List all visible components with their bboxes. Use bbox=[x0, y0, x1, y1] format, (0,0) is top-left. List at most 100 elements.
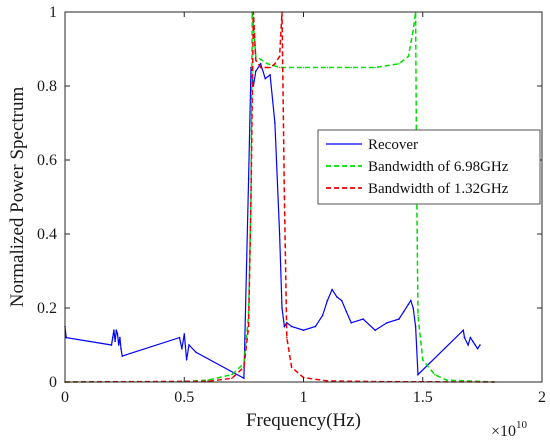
series-1-point bbox=[111, 336, 114, 339]
series-1-point bbox=[331, 288, 333, 291]
series-2-point bbox=[398, 63, 400, 65]
series-1-point bbox=[286, 322, 288, 324]
x-tick-label: 2 bbox=[538, 389, 546, 406]
y-tick-label: 1 bbox=[49, 4, 57, 21]
series-3-point bbox=[274, 63, 276, 65]
y-tick-label: 0.2 bbox=[37, 300, 57, 317]
series-1-point bbox=[479, 344, 481, 346]
series-3-point bbox=[264, 66, 267, 69]
series-1-point bbox=[414, 325, 417, 328]
series-1-point bbox=[188, 344, 190, 346]
x-axis-exponent: ×1010 bbox=[491, 419, 528, 440]
series-2-point bbox=[231, 373, 233, 376]
series-1-point bbox=[269, 74, 271, 76]
series-1-point bbox=[350, 322, 353, 324]
series-1-point bbox=[290, 325, 293, 328]
y-tick-label: 0.8 bbox=[37, 78, 57, 95]
series-2-point bbox=[407, 55, 410, 58]
x-tick-label: 0.5 bbox=[174, 389, 194, 406]
series-2-point bbox=[412, 29, 415, 32]
series-1-point bbox=[386, 322, 388, 324]
series-1-point bbox=[120, 347, 122, 350]
series-1-point bbox=[412, 307, 415, 309]
series-2-point bbox=[266, 63, 269, 65]
series-1-point bbox=[255, 70, 257, 72]
series-1-point bbox=[115, 329, 118, 332]
series-1-point bbox=[113, 329, 115, 332]
series-1-point bbox=[243, 377, 245, 380]
x-tick-label: 1.5 bbox=[413, 389, 433, 406]
series-1-point bbox=[274, 122, 276, 124]
series-1-point bbox=[259, 63, 262, 65]
series-1-point bbox=[121, 355, 123, 357]
series-2-point bbox=[207, 379, 209, 381]
series-1-point bbox=[402, 310, 405, 313]
series-2-point bbox=[302, 66, 305, 69]
series-2-point bbox=[374, 66, 376, 69]
series-3-point bbox=[231, 377, 233, 380]
y-axis-title: Normalized Power Spectrum bbox=[7, 87, 28, 308]
x-tick-label: 1 bbox=[300, 389, 308, 406]
series-1-point bbox=[463, 336, 466, 339]
series-1-point bbox=[278, 233, 281, 235]
series-1-point bbox=[476, 347, 479, 350]
series-1-point bbox=[195, 351, 197, 354]
series-1-point bbox=[302, 329, 305, 332]
series-1-point bbox=[114, 340, 116, 343]
series-1-point bbox=[185, 359, 188, 361]
legend-label: Bandwidth of 6.98GHz bbox=[368, 159, 509, 175]
series-1-point bbox=[469, 336, 472, 339]
y-tick-label: 0 bbox=[49, 374, 57, 391]
series-1-point bbox=[398, 318, 400, 320]
series-1-point bbox=[326, 299, 329, 302]
series-3-point bbox=[290, 366, 293, 369]
series-1-point bbox=[417, 373, 419, 376]
series-1-point bbox=[410, 299, 412, 302]
legend-box bbox=[317, 129, 541, 205]
series-1-point bbox=[65, 336, 67, 339]
series-1-point bbox=[362, 318, 364, 320]
series-3-point bbox=[250, 196, 252, 198]
series-1-point bbox=[462, 329, 465, 332]
series-1-point bbox=[183, 333, 186, 335]
y-tick-label: 0.4 bbox=[37, 226, 57, 243]
series-3-point bbox=[247, 325, 250, 328]
series-1-point bbox=[314, 325, 317, 328]
legend: Recover Bandwidth of 6.98GHz Bandwidth of … bbox=[317, 129, 541, 205]
series-3-point bbox=[278, 55, 281, 58]
legend-entries: Recover Bandwidth of 6.98GHz Bandwidth of … bbox=[326, 137, 509, 197]
x-axis-exponent-base: ×10 bbox=[491, 423, 516, 440]
series-1-point bbox=[472, 340, 474, 343]
x-axis-title: Frequency(Hz) bbox=[246, 410, 361, 431]
series-2-point bbox=[445, 379, 448, 381]
series-1-point bbox=[467, 344, 469, 346]
series-2-point bbox=[417, 314, 419, 317]
x-axis-exponent-power: 10 bbox=[516, 419, 528, 431]
series-1-point bbox=[119, 336, 121, 339]
legend-label: Recover bbox=[368, 137, 418, 153]
series-2-point bbox=[422, 359, 424, 361]
series-1-point bbox=[281, 307, 283, 309]
series-2-point bbox=[255, 55, 257, 58]
series-1-point bbox=[264, 77, 267, 80]
series-1-point bbox=[374, 329, 376, 332]
series-3-point bbox=[283, 196, 286, 198]
series-3-point bbox=[243, 366, 245, 369]
series-1-point bbox=[116, 333, 119, 335]
series-1-point bbox=[345, 310, 348, 313]
series-1-point bbox=[474, 344, 477, 346]
series-1-point bbox=[321, 314, 324, 317]
series-2-point bbox=[326, 66, 329, 69]
x-tick-label: 0 bbox=[61, 389, 69, 406]
series-1-point bbox=[336, 296, 338, 298]
series-2-point bbox=[350, 66, 353, 69]
series-2-point bbox=[278, 66, 281, 69]
series-1-point bbox=[110, 344, 113, 346]
series-2-point bbox=[433, 373, 436, 376]
series-1-point bbox=[247, 177, 250, 180]
series-1-point bbox=[181, 347, 183, 350]
series-3-point bbox=[255, 59, 257, 61]
legend-label: Bandwidth of 1.32GHz bbox=[368, 181, 509, 197]
